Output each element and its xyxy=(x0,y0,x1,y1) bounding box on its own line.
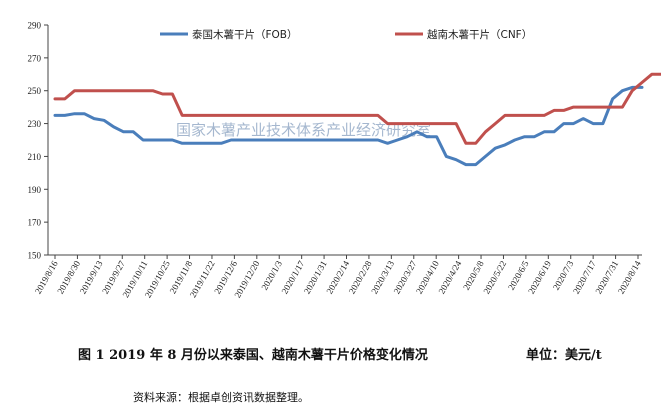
y-tick-label: 230 xyxy=(28,119,42,129)
y-tick-label: 150 xyxy=(28,251,42,261)
y-axis-ticks: 150 170 190 210 230 250 270 290 xyxy=(28,21,48,261)
legend-label-2: 越南木薯干片（CNF） xyxy=(427,28,532,41)
chart-axes xyxy=(47,25,642,256)
unit-label: 单位：美元/t xyxy=(526,348,602,363)
series-line-2 xyxy=(53,72,661,145)
x-tick-label: 2020/5/8 xyxy=(461,259,486,292)
y-tick-label: 170 xyxy=(28,218,42,228)
figure-title: 2019 年 8 月份以来泰国、越南木薯干片价格变化情况 xyxy=(109,348,428,363)
watermark-text: 国家木薯产业技术体系产业经济研究室 xyxy=(176,121,431,139)
price-line-chart: 150 170 190 210 230 250 270 290 2019/8/162019/8… xyxy=(28,21,661,300)
figure-caption: 图 1 2019 年 8 月份以来泰国、越南木薯干片价格变化情况 单位：美元/t xyxy=(78,344,602,363)
y-tick-label: 190 xyxy=(28,185,42,195)
y-tick-label: 210 xyxy=(28,152,42,162)
data-source-note: 资料来源：根据卓创资讯数据整理。 xyxy=(133,391,309,404)
y-tick-label: 250 xyxy=(28,86,42,96)
x-tick-label: 2020/6/5 xyxy=(506,259,531,292)
series-lines xyxy=(53,72,661,167)
series-line-1 xyxy=(53,85,644,167)
x-tick-label: 2020/7/3 xyxy=(551,259,576,292)
legend-label-1: 泰国木薯干片（FOB） xyxy=(192,28,298,41)
figure-number: 图 1 xyxy=(78,348,105,363)
y-tick-label: 290 xyxy=(28,21,42,31)
y-tick-label: 270 xyxy=(28,53,42,63)
chart-legend: 泰国木薯干片（FOB） 越南木薯干片（CNF） xyxy=(160,28,532,41)
x-axis-ticks: 2019/8/162019/8/302019/9/132019/9/272019… xyxy=(33,255,643,300)
x-tick-label: 2020/1/3 xyxy=(259,259,284,292)
